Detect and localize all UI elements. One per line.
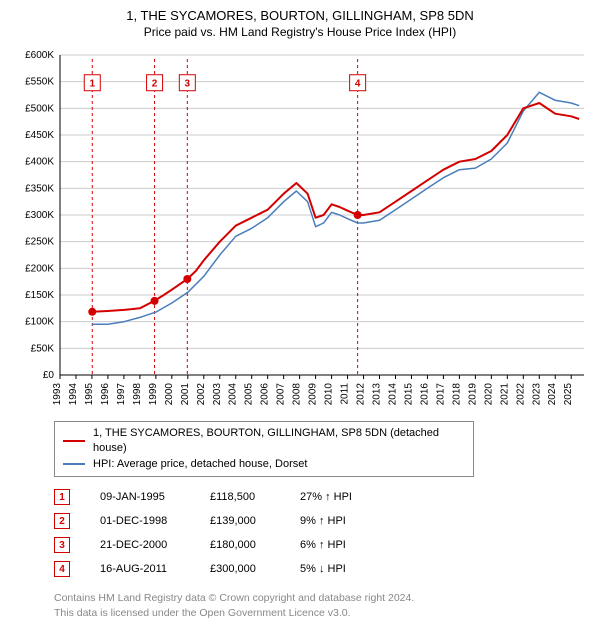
legend: 1, THE SYCAMORES, BOURTON, GILLINGHAM, S… [54, 421, 474, 477]
svg-text:2014: 2014 [387, 383, 398, 406]
svg-text:2003: 2003 [212, 383, 223, 406]
legend-item: 1, THE SYCAMORES, BOURTON, GILLINGHAM, S… [63, 426, 465, 457]
marker-date: 21-DEC-2000 [100, 539, 210, 551]
svg-text:2019: 2019 [467, 383, 478, 406]
footnote: Contains HM Land Registry data © Crown c… [54, 591, 588, 620]
svg-text:2001: 2001 [180, 383, 191, 406]
svg-text:1998: 1998 [132, 383, 143, 406]
svg-text:£200K: £200K [25, 263, 54, 274]
marker-date: 09-JAN-1995 [100, 491, 210, 503]
chart-svg: £0 £50K £100K £150K £200K £250K £300K £350K £400… [12, 45, 588, 415]
svg-text:2012: 2012 [356, 383, 367, 406]
marker-pct: 9% ↑ HPI [300, 515, 400, 527]
svg-text:2025: 2025 [563, 383, 574, 406]
legend-swatch [63, 440, 85, 442]
svg-text:£500K: £500K [25, 103, 54, 114]
svg-text:£300K: £300K [25, 210, 54, 221]
marker-date: 01-DEC-1998 [100, 515, 210, 527]
legend-label: HPI: Average price, detached house, Dors… [93, 457, 307, 472]
svg-text:2020: 2020 [483, 383, 494, 406]
marker-row: 1 09-JAN-1995 £118,500 27% ↑ HPI [54, 485, 588, 509]
title-block: 1, THE SYCAMORES, BOURTON, GILLINGHAM, S… [12, 8, 588, 39]
svg-text:£0: £0 [43, 370, 55, 381]
svg-text:2000: 2000 [164, 383, 175, 406]
marker-price: £118,500 [210, 491, 300, 503]
svg-text:£400K: £400K [25, 157, 54, 168]
marker-badge-icon: 1 [54, 489, 70, 505]
marker-badge-icon: 3 [54, 537, 70, 553]
svg-text:£450K: £450K [25, 130, 54, 141]
chart-title: 1, THE SYCAMORES, BOURTON, GILLINGHAM, S… [12, 8, 588, 23]
svg-text:1995: 1995 [84, 383, 95, 406]
marker-pct: 27% ↑ HPI [300, 491, 400, 503]
marker-pct: 6% ↑ HPI [300, 539, 400, 551]
svg-text:2004: 2004 [228, 383, 239, 406]
marker-row: 2 01-DEC-1998 £139,000 9% ↑ HPI [54, 509, 588, 533]
svg-text:2022: 2022 [515, 383, 526, 406]
svg-text:1999: 1999 [148, 383, 159, 406]
chart-subtitle: Price paid vs. HM Land Registry's House … [12, 25, 588, 39]
marker-date: 16-AUG-2011 [100, 563, 210, 575]
svg-text:2009: 2009 [308, 383, 319, 406]
marker-row: 4 16-AUG-2011 £300,000 5% ↓ HPI [54, 557, 588, 581]
svg-text:2006: 2006 [260, 383, 271, 406]
svg-text:2002: 2002 [196, 383, 207, 406]
legend-item: HPI: Average price, detached house, Dors… [63, 457, 465, 472]
svg-text:1994: 1994 [68, 383, 79, 406]
markers-table: 1 09-JAN-1995 £118,500 27% ↑ HPI 2 01-DE… [54, 485, 588, 581]
marker-badge-icon: 4 [54, 561, 70, 577]
legend-swatch [63, 463, 85, 465]
svg-text:2024: 2024 [547, 383, 558, 406]
svg-text:2015: 2015 [403, 383, 414, 406]
svg-text:2016: 2016 [419, 383, 430, 406]
svg-text:2: 2 [152, 79, 158, 90]
legend-label: 1, THE SYCAMORES, BOURTON, GILLINGHAM, S… [93, 426, 465, 457]
svg-text:£250K: £250K [25, 237, 54, 248]
svg-text:£350K: £350K [25, 183, 54, 194]
svg-text:2013: 2013 [372, 383, 383, 406]
svg-text:£550K: £550K [25, 77, 54, 88]
svg-text:£150K: £150K [25, 290, 54, 301]
chart-plot: £0 £50K £100K £150K £200K £250K £300K £350K £400… [12, 45, 588, 415]
svg-text:1996: 1996 [100, 383, 111, 406]
svg-text:4: 4 [355, 79, 361, 90]
svg-text:2005: 2005 [244, 383, 255, 406]
svg-text:2018: 2018 [451, 383, 462, 406]
footnote-line: This data is licensed under the Open Gov… [54, 606, 588, 621]
svg-text:2017: 2017 [435, 383, 446, 406]
svg-text:2007: 2007 [276, 383, 287, 406]
marker-price: £139,000 [210, 515, 300, 527]
marker-badge-icon: 2 [54, 513, 70, 529]
svg-text:1993: 1993 [52, 383, 63, 406]
svg-text:1997: 1997 [116, 383, 127, 406]
marker-pct: 5% ↓ HPI [300, 563, 400, 575]
marker-price: £180,000 [210, 539, 300, 551]
chart-container: 1, THE SYCAMORES, BOURTON, GILLINGHAM, S… [0, 0, 600, 629]
svg-text:3: 3 [185, 79, 191, 90]
svg-text:2008: 2008 [292, 383, 303, 406]
svg-text:1: 1 [89, 79, 95, 90]
marker-row: 3 21-DEC-2000 £180,000 6% ↑ HPI [54, 533, 588, 557]
svg-text:2021: 2021 [499, 383, 510, 406]
svg-text:2010: 2010 [324, 383, 335, 406]
footnote-line: Contains HM Land Registry data © Crown c… [54, 591, 588, 606]
marker-price: £300,000 [210, 563, 300, 575]
svg-text:2011: 2011 [340, 383, 351, 405]
svg-text:£50K: £50K [31, 343, 55, 354]
svg-text:2023: 2023 [531, 383, 542, 406]
svg-text:£600K: £600K [25, 50, 54, 61]
svg-text:£100K: £100K [25, 317, 54, 328]
